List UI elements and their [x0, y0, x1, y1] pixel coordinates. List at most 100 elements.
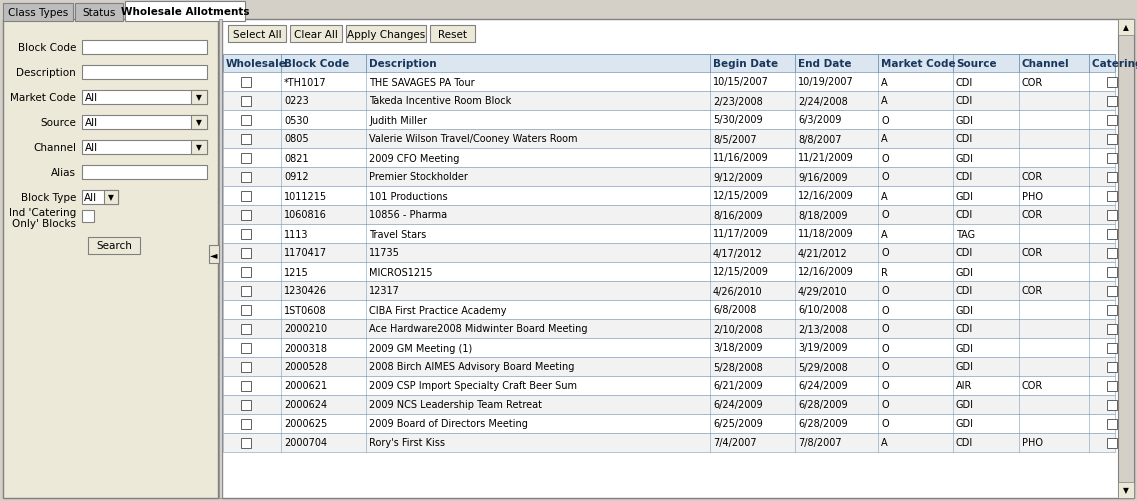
- Text: Catering Only: Catering Only: [1092, 59, 1137, 69]
- Bar: [82, 166, 207, 180]
- Text: 10/15/2007: 10/15/2007: [713, 77, 769, 87]
- Text: 6/3/2009: 6/3/2009: [798, 115, 841, 125]
- Text: O: O: [881, 115, 889, 125]
- Text: CDI: CDI: [956, 286, 973, 296]
- Text: 4/21/2012: 4/21/2012: [798, 248, 848, 258]
- Text: ▼: ▼: [108, 193, 114, 202]
- Text: 12/16/2009: 12/16/2009: [798, 267, 854, 277]
- Text: CDI: CDI: [956, 324, 973, 334]
- Bar: [241, 343, 251, 353]
- Bar: [241, 229, 251, 239]
- Text: 2008 Birch AIMES Advisory Board Meeting: 2008 Birch AIMES Advisory Board Meeting: [370, 362, 574, 372]
- Bar: [241, 400, 251, 410]
- Text: Market Code: Market Code: [881, 59, 955, 69]
- Text: Description: Description: [370, 59, 437, 69]
- Text: R: R: [881, 267, 888, 277]
- Bar: [223, 55, 1115, 73]
- Text: PHO: PHO: [1022, 191, 1043, 201]
- Text: O: O: [881, 419, 889, 429]
- Text: 2000621: 2000621: [284, 381, 327, 391]
- Text: 1170417: 1170417: [284, 248, 327, 258]
- Bar: [1107, 438, 1117, 447]
- Text: Premier Stockholder: Premier Stockholder: [370, 172, 467, 182]
- Text: ▼: ▼: [196, 143, 202, 152]
- Text: GDI: GDI: [956, 419, 974, 429]
- Text: 2009 Board of Directors Meeting: 2009 Board of Directors Meeting: [370, 419, 528, 429]
- Text: 11735: 11735: [370, 248, 400, 258]
- Text: GDI: GDI: [956, 400, 974, 410]
- Text: TAG: TAG: [956, 229, 976, 239]
- Bar: [223, 130, 1115, 149]
- Bar: [223, 282, 1115, 301]
- Bar: [430, 26, 475, 43]
- Text: Alias: Alias: [51, 168, 76, 178]
- Text: 6/24/2009: 6/24/2009: [798, 381, 847, 391]
- Text: 8/8/2007: 8/8/2007: [798, 134, 841, 144]
- Bar: [223, 187, 1115, 205]
- Text: ▼: ▼: [1123, 485, 1129, 494]
- Bar: [223, 376, 1115, 395]
- Text: A: A: [881, 191, 888, 201]
- Text: GDI: GDI: [956, 305, 974, 315]
- Bar: [223, 301, 1115, 319]
- Text: 6/28/2009: 6/28/2009: [798, 419, 847, 429]
- Text: A: A: [881, 229, 888, 239]
- Text: 10/19/2007: 10/19/2007: [798, 77, 854, 87]
- Text: CDI: CDI: [956, 134, 973, 144]
- Text: 2000624: 2000624: [284, 400, 327, 410]
- Text: 12317: 12317: [370, 286, 400, 296]
- Text: 4/26/2010: 4/26/2010: [713, 286, 763, 296]
- Text: 11/17/2009: 11/17/2009: [713, 229, 769, 239]
- Text: Takeda Incentive Room Block: Takeda Incentive Room Block: [370, 96, 512, 106]
- Bar: [1118, 20, 1134, 498]
- Bar: [1107, 267, 1117, 277]
- Text: Source: Source: [956, 59, 997, 69]
- Text: COR: COR: [1022, 172, 1044, 182]
- Text: THE SAVAGES PA Tour: THE SAVAGES PA Tour: [370, 77, 474, 87]
- Bar: [223, 149, 1115, 168]
- Text: 2/10/2008: 2/10/2008: [713, 324, 763, 334]
- Bar: [1107, 77, 1117, 87]
- Bar: [241, 324, 251, 334]
- Text: Source: Source: [40, 118, 76, 128]
- Bar: [82, 210, 94, 222]
- Text: 3/19/2009: 3/19/2009: [798, 343, 847, 353]
- Bar: [1107, 153, 1117, 163]
- Bar: [191, 91, 207, 105]
- Bar: [241, 419, 251, 429]
- Bar: [1107, 229, 1117, 239]
- Text: O: O: [881, 172, 889, 182]
- Text: O: O: [881, 286, 889, 296]
- Text: 8/18/2009: 8/18/2009: [798, 210, 847, 220]
- Text: 0530: 0530: [284, 115, 308, 125]
- Bar: [1107, 400, 1117, 410]
- Text: 0223: 0223: [284, 96, 309, 106]
- Bar: [241, 438, 251, 447]
- Bar: [1107, 419, 1117, 429]
- Text: 11/18/2009: 11/18/2009: [798, 229, 854, 239]
- Text: 5/30/2009: 5/30/2009: [713, 115, 763, 125]
- Bar: [1107, 210, 1117, 220]
- Text: Channel: Channel: [1022, 59, 1070, 69]
- Text: 101 Productions: 101 Productions: [370, 191, 448, 201]
- Text: CDI: CDI: [956, 248, 973, 258]
- Bar: [223, 433, 1115, 452]
- Text: A: A: [881, 134, 888, 144]
- Text: ▼: ▼: [196, 93, 202, 102]
- Bar: [1118, 482, 1134, 498]
- Bar: [223, 243, 1115, 263]
- Bar: [88, 237, 140, 255]
- Text: 10856 - Pharma: 10856 - Pharma: [370, 210, 447, 220]
- Text: End Date: End Date: [798, 59, 852, 69]
- Bar: [1107, 96, 1117, 106]
- Text: 6/24/2009: 6/24/2009: [713, 400, 763, 410]
- Text: O: O: [881, 343, 889, 353]
- Text: 0821: 0821: [284, 153, 308, 163]
- Text: O: O: [881, 381, 889, 391]
- Text: AIR: AIR: [956, 381, 972, 391]
- Text: GDI: GDI: [956, 362, 974, 372]
- Text: 11/21/2009: 11/21/2009: [798, 153, 854, 163]
- Text: Only' Blocks: Only' Blocks: [13, 218, 76, 228]
- Text: Rory's First Kiss: Rory's First Kiss: [370, 438, 445, 447]
- Bar: [223, 205, 1115, 224]
